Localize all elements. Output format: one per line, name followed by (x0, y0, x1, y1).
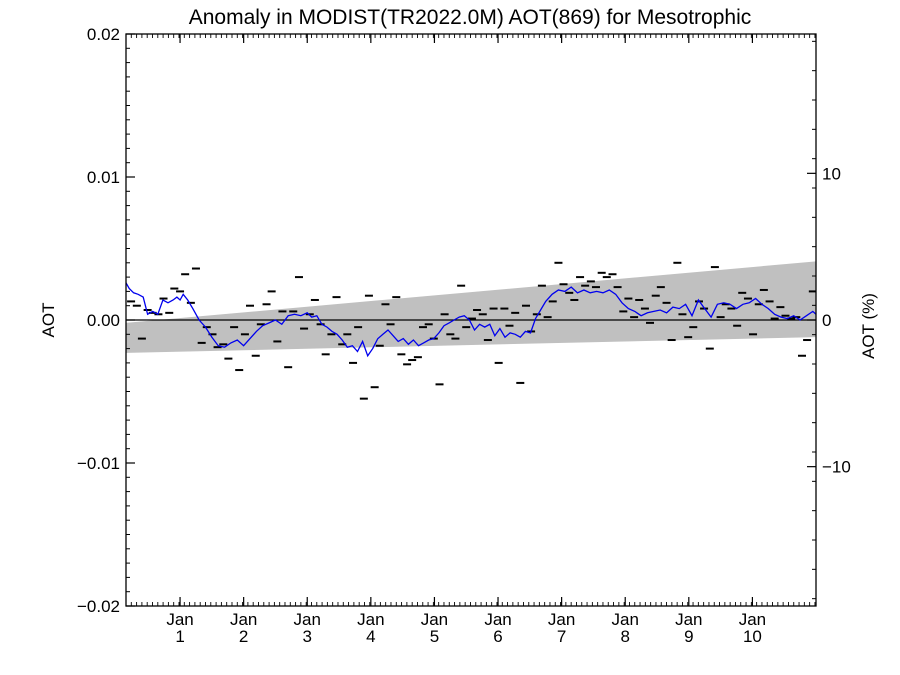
x-tick-label-day-8: 9 (684, 627, 693, 646)
axes: 0.020.010.00−0.01−0.02100−10Jan1Jan2Jan3… (77, 25, 851, 646)
y2-tick-label-1: 0 (822, 311, 831, 330)
y-axis-label: AOT (39, 303, 58, 338)
scatter-series (127, 261, 816, 400)
x-tick-label-month-6: Jan (548, 610, 575, 629)
x-tick-label-month-8: Jan (675, 610, 702, 629)
x-tick-label-day-2: 3 (303, 627, 312, 646)
y-tick-label-2: 0.00 (87, 311, 120, 330)
y2-tick-label-2: −10 (822, 458, 851, 477)
plot-area (126, 261, 816, 400)
y-tick-label-1: 0.01 (87, 168, 120, 187)
x-tick-label-day-7: 8 (620, 627, 629, 646)
y-tick-label-4: −0.02 (77, 597, 120, 616)
x-tick-label-day-9: 10 (743, 627, 762, 646)
x-tick-label-day-1: 2 (239, 627, 248, 646)
uncertainty-band (126, 261, 816, 353)
x-tick-label-month-5: Jan (484, 610, 511, 629)
x-tick-label-month-4: Jan (421, 610, 448, 629)
y2-axis-label: AOT (%) (859, 293, 878, 359)
x-tick-label-day-4: 5 (430, 627, 439, 646)
x-tick-label-month-0: Jan (166, 610, 193, 629)
x-tick-label-day-6: 7 (557, 627, 566, 646)
x-tick-label-month-9: Jan (739, 610, 766, 629)
x-tick-label-month-2: Jan (294, 610, 321, 629)
x-tick-label-month-3: Jan (357, 610, 384, 629)
x-tick-label-day-0: 1 (175, 627, 184, 646)
x-tick-label-day-3: 4 (366, 627, 375, 646)
y2-tick-label-0: 10 (822, 164, 841, 183)
x-tick-label-month-7: Jan (612, 610, 639, 629)
plot-clipped-group (126, 261, 816, 400)
x-tick-label-month-1: Jan (230, 610, 257, 629)
y-tick-label-3: −0.01 (77, 454, 120, 473)
running-mean-line (126, 282, 816, 358)
y-tick-label-0: 0.02 (87, 25, 120, 44)
x-tick-label-day-5: 6 (493, 627, 502, 646)
chart-title: Anomaly in MODIST(TR2022.0M) AOT(869) fo… (189, 6, 752, 29)
